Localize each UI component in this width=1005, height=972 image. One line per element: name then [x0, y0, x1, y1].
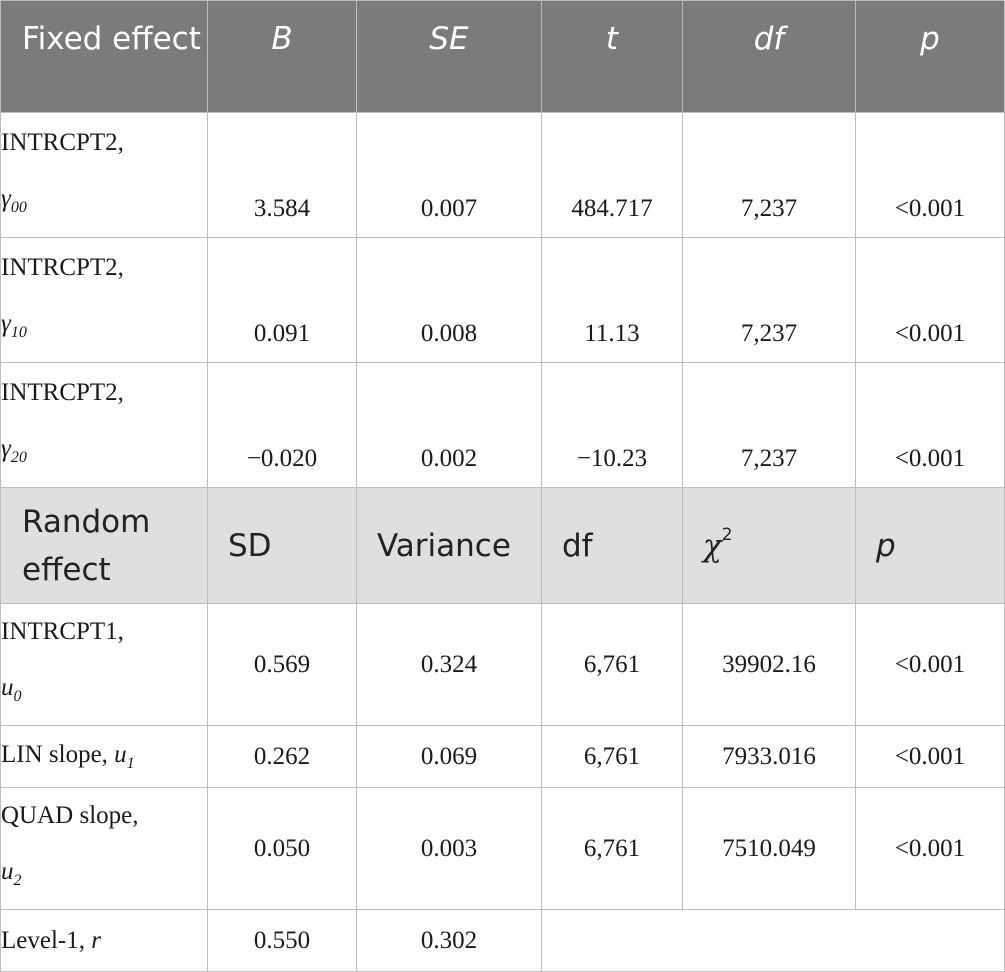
- cell-t: 484.717: [541, 112, 683, 238]
- row-label: QUAD slope, u2: [0, 787, 208, 910]
- cell-df: 7,237: [682, 237, 856, 363]
- table-row: INTRCPT2, γ00 3.584 0.007 484.717 7,237 <…: [0, 112, 1005, 238]
- cell-p: <0.001: [855, 787, 1005, 910]
- cell-chi-square: 7933.016: [682, 725, 856, 788]
- cell-variance: 0.003: [356, 787, 542, 910]
- cell-p: <0.001: [855, 603, 1005, 726]
- header-t: t: [541, 0, 683, 113]
- cell-sd: 0.050: [207, 787, 357, 910]
- cell-chi-square: 7510.049: [682, 787, 856, 910]
- empty-cell: [541, 909, 1005, 972]
- row-label: INTRCPT2, γ00: [0, 112, 208, 238]
- table-row: LIN slope, u1 0.262 0.069 6,761 7933.016…: [0, 725, 1005, 788]
- header-variance: Variance: [356, 487, 542, 604]
- header-random-effect: Random effect: [0, 487, 208, 604]
- cell-b: 3.584: [207, 112, 357, 238]
- cell-se: 0.008: [356, 237, 542, 363]
- header-df-random: df: [541, 487, 683, 604]
- table-row: INTRCPT2, γ20 −0.020 0.002 −10.23 7,237 <…: [0, 362, 1005, 488]
- cell-p: <0.001: [855, 362, 1005, 488]
- table-row: QUAD slope, u2 0.050 0.003 6,761 7510.049…: [0, 787, 1005, 910]
- cell-p: <0.001: [855, 237, 1005, 363]
- cell-se: 0.007: [356, 112, 542, 238]
- cell-t: 11.13: [541, 237, 683, 363]
- row-label: INTRCPT2, γ20: [0, 362, 208, 488]
- cell-df: 7,237: [682, 112, 856, 238]
- cell-sd: 0.569: [207, 603, 357, 726]
- row-label: INTRCPT1, u0: [0, 603, 208, 726]
- table-row: Level-1, r 0.550 0.302: [0, 909, 1005, 972]
- cell-df: 6,761: [541, 787, 683, 910]
- header-p: p: [855, 0, 1005, 113]
- row-label: Level-1, r: [0, 909, 208, 972]
- cell-sd: 0.550: [207, 909, 357, 972]
- cell-p: <0.001: [855, 112, 1005, 238]
- cell-df: 7,237: [682, 362, 856, 488]
- cell-b: 0.091: [207, 237, 357, 363]
- cell-sd: 0.262: [207, 725, 357, 788]
- header-chi-square: χ2: [682, 487, 856, 604]
- header-p-random: p: [855, 487, 1005, 604]
- cell-variance: 0.302: [356, 909, 542, 972]
- header-df: df: [682, 0, 856, 113]
- header-fixed-effect: Fixed effect: [0, 0, 208, 113]
- fixed-effect-header-row: Fixed effect B SE t df p: [0, 0, 1005, 113]
- header-b: B: [207, 0, 357, 113]
- cell-p: <0.001: [855, 725, 1005, 788]
- header-sd: SD: [207, 487, 357, 604]
- table-row: INTRCPT1, u0 0.569 0.324 6,761 39902.16 <…: [0, 603, 1005, 726]
- cell-chi-square: 39902.16: [682, 603, 856, 726]
- cell-variance: 0.324: [356, 603, 542, 726]
- cell-df: 6,761: [541, 725, 683, 788]
- cell-se: 0.002: [356, 362, 542, 488]
- cell-df: 6,761: [541, 603, 683, 726]
- table-row: INTRCPT2, γ10 0.091 0.008 11.13 7,237 <0.…: [0, 237, 1005, 363]
- cell-t: −10.23: [541, 362, 683, 488]
- row-label: INTRCPT2, γ10: [0, 237, 208, 363]
- cell-b: −0.020: [207, 362, 357, 488]
- row-label: LIN slope, u1: [0, 725, 208, 788]
- header-se: SE: [356, 0, 542, 113]
- cell-variance: 0.069: [356, 725, 542, 788]
- random-effect-header-row: Random effect SD Variance df χ2 p: [0, 487, 1005, 604]
